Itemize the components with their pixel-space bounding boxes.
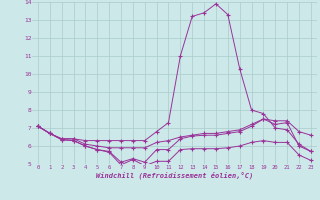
X-axis label: Windchill (Refroidissement éolien,°C): Windchill (Refroidissement éolien,°C)	[96, 171, 253, 179]
